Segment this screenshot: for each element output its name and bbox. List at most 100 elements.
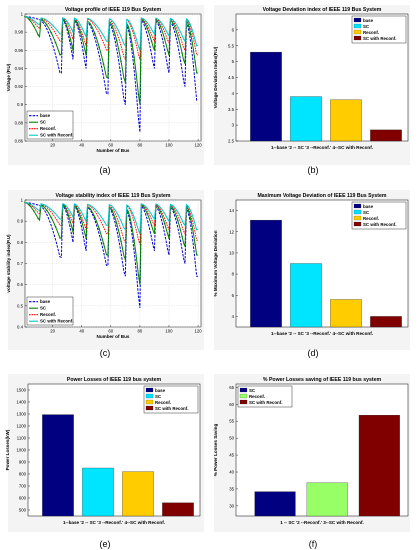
x-tick-label: 100: [165, 143, 173, 148]
y-tick-label: 1200: [16, 424, 26, 429]
legend-swatch: [353, 209, 362, 215]
y-tick-label: 10: [229, 250, 234, 255]
bar-sc: [290, 96, 322, 142]
legend-swatch: [239, 399, 248, 405]
series-marker: [124, 81, 127, 83]
series-marker: [102, 242, 105, 245]
series-marker: [150, 40, 153, 42]
series-line-reconf: [24, 202, 199, 245]
series-marker: [28, 18, 31, 21]
x-axis-label: Number of Bus: [97, 334, 130, 339]
x-axis-label: 1--base '2 -- SC '3 --Reconf.' 4--SC wit…: [271, 331, 373, 336]
y-tick-label: 30: [229, 503, 234, 508]
series-line-sc: [24, 202, 199, 285]
y-tick-label: 50: [229, 436, 234, 441]
series-marker: [41, 19, 44, 21]
y-tick-label: 800: [19, 472, 27, 477]
series-line-sc: [24, 16, 199, 105]
y-tick-label: 45: [229, 453, 234, 458]
y-tick-label: 0.7: [17, 261, 24, 266]
legend-entry: base: [40, 299, 51, 304]
chart-b: Voltage Deviation index of IEEE 119 Bus …: [213, 5, 410, 175]
series-marker: [102, 63, 105, 65]
y-tick-label: 35: [229, 486, 234, 491]
x-axis-label: 1--base '2 -- SC '3 --Reconf.' 4--SC wit…: [63, 520, 165, 525]
legend-entry: base: [40, 113, 51, 118]
series-marker: [59, 237, 61, 239]
y-tick-label: 4.5: [228, 75, 235, 80]
series-marker: [163, 38, 166, 40]
x-tick-label: 60: [108, 143, 113, 148]
y-tick-label: 0.9: [17, 102, 24, 107]
legend-entry: base: [363, 18, 374, 23]
series-line-base: [24, 16, 199, 132]
legend-swatch: [145, 405, 154, 411]
series-marker: [80, 220, 83, 223]
series-marker: [72, 49, 74, 52]
series-marker: [32, 210, 35, 212]
bar-base: [42, 414, 74, 517]
series-marker: [115, 39, 118, 42]
series-marker: [115, 222, 118, 224]
legend-box: [237, 385, 293, 408]
x-axis-label: 1--base '2 -- SC '3 --Reconf.' 4--SC wit…: [271, 145, 373, 150]
legend-swatch: [353, 203, 362, 209]
figure-caption: (e): [100, 539, 111, 549]
y-tick-label: 0.86: [15, 139, 24, 144]
series-marker: [50, 216, 52, 219]
legend-entry: SC: [40, 306, 47, 311]
bar-reconf: [330, 299, 362, 328]
y-tick-label: 0.98: [15, 30, 24, 35]
series-marker: [128, 30, 131, 33]
y-tick-label: 1400: [16, 400, 26, 405]
series-marker: [72, 230, 74, 233]
legend-entry: Reconf.: [249, 394, 265, 399]
legend-entry: SC with Reconf.: [155, 406, 188, 411]
series-marker: [181, 235, 183, 238]
series-marker: [159, 25, 162, 27]
legend-swatch: [353, 17, 362, 23]
y-tick-label: 8: [232, 272, 235, 277]
legend-swatch: [145, 393, 154, 399]
bar-sc: [290, 263, 322, 328]
y-tick-label: 1: [21, 198, 24, 203]
bar-base: [250, 219, 282, 328]
y-tick-label: 3: [232, 123, 235, 128]
bar-base: [250, 51, 282, 142]
y-axis-label: Power Losses(kW): [5, 429, 10, 470]
series-marker: [37, 34, 39, 36]
series-line-sc-with-reconf: [24, 16, 199, 51]
legend-entry: base: [155, 388, 166, 393]
series-marker: [181, 52, 183, 54]
x-tick-label: 40: [79, 329, 84, 334]
series-marker: [46, 24, 48, 26]
y-tick-label: 65: [229, 385, 234, 390]
series-marker: [172, 23, 175, 25]
series-marker: [137, 93, 140, 96]
series-marker: [190, 218, 192, 221]
series-marker: [133, 56, 135, 58]
figure-caption: (d): [308, 348, 319, 358]
series-marker: [63, 205, 66, 207]
bar-sc-with-reconf: [162, 502, 194, 517]
series-marker: [98, 46, 100, 48]
bar-sc: [254, 491, 296, 517]
chart-a: Voltage profile of IEEE 119 Bus System (a…: [6, 5, 204, 175]
legend-swatch: [145, 387, 154, 393]
y-tick-label: 5: [232, 59, 235, 64]
y-tick-label: 0.88: [15, 120, 24, 125]
x-tick-label: 120: [195, 143, 203, 148]
figure-caption: (c): [100, 348, 111, 358]
series-marker: [107, 76, 109, 79]
series-marker: [50, 31, 52, 34]
series-marker: [94, 216, 96, 218]
series-line-reconf: [24, 16, 199, 61]
series-marker: [146, 212, 148, 215]
y-tick-label: 6: [232, 293, 235, 298]
y-tick-label: 900: [19, 460, 27, 465]
series-marker: [67, 31, 70, 33]
y-axis-label: % Power Losses Saving: [213, 424, 218, 477]
y-tick-label: 0.9: [17, 219, 24, 224]
y-axis-label: Voltage (P.U): [6, 63, 11, 91]
series-marker: [159, 210, 162, 213]
